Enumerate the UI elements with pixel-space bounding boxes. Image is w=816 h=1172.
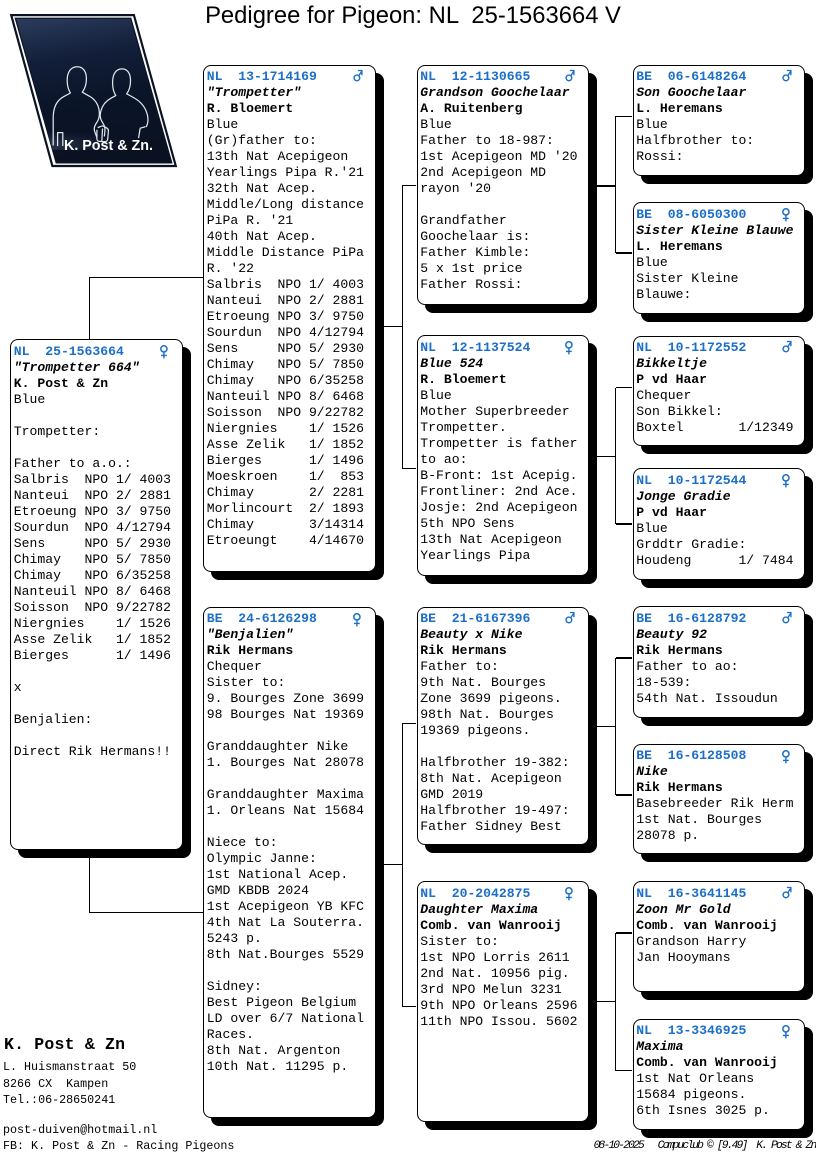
svg-text:K. Post & Zn.: K. Post & Zn. <box>64 138 153 154</box>
